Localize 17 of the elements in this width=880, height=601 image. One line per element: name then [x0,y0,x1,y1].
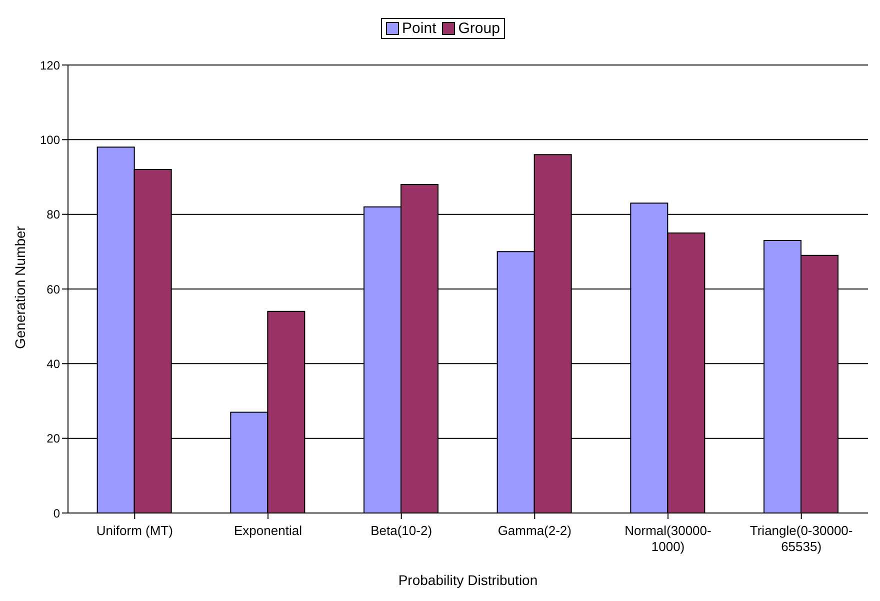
x-tick-label: Gamma(2-2) [498,523,572,538]
y-tick-label: 0 [53,506,60,520]
y-tick-label: 40 [46,356,60,371]
legend-label: Point [401,20,436,37]
x-tick-label: Uniform (MT) [96,523,173,538]
y-tick-label: 60 [46,282,60,296]
y-tick-label: 80 [46,208,60,222]
y-tick-label: 100 [40,132,60,147]
x-tick-label: Beta(10-2) [370,523,432,538]
y-axis-title: Generation Number [12,226,28,349]
x-tick-label: Normal(30000-1000) [624,523,712,554]
y-tick-label: 120 [40,58,60,72]
legend-label: Group [457,20,500,37]
x-tick-label: Exponential [234,523,302,538]
x-tick-label: Triangle(0-30000-65535) [750,523,853,554]
y-tick-label: 20 [46,432,60,446]
x-axis-title: Probability Distribution [398,572,538,588]
